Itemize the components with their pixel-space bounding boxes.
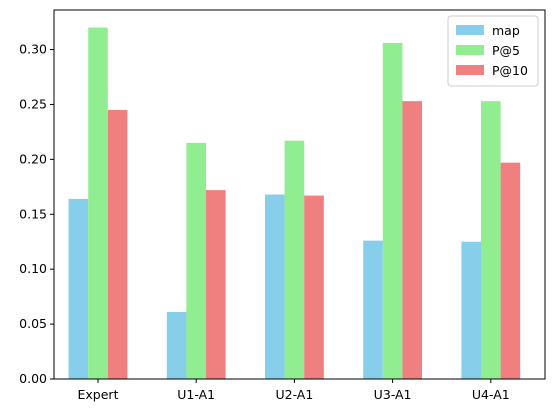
bar-p10-u3-a1 <box>402 101 422 379</box>
y-tick-label: 0.00 <box>19 371 47 386</box>
y-tick-label: 0.15 <box>19 206 47 221</box>
axes-group: 0.00 0.05 0.10 0.15 0.20 0.25 0.30 Expert U1-A1 U… <box>19 9 546 402</box>
bar-p10-expert <box>107 109 128 379</box>
x-tick-label: Expert <box>78 387 119 402</box>
bar-p10-u2-a1 <box>304 195 324 379</box>
bar-map-u2-a1 <box>265 194 285 379</box>
plot-frame <box>53 9 546 380</box>
legend-swatch-p5 <box>456 45 484 55</box>
bar-p10-u4-a1 <box>500 162 521 379</box>
bar-p5-u1-a1 <box>186 142 206 379</box>
legend: map P@5 P@10 <box>447 15 539 87</box>
y-tick-label: 0.25 <box>19 96 47 111</box>
bar-p5-expert <box>88 27 108 379</box>
x-tick-label: U4-A1 <box>472 387 510 402</box>
y-tick-label: 0.10 <box>19 261 47 276</box>
legend-label: map <box>492 23 520 38</box>
bar-p5-u4-a1 <box>481 101 501 379</box>
bar-map-u3-a1 <box>363 240 383 379</box>
bar-map-expert <box>68 198 89 379</box>
x-tick-label: U1-A1 <box>177 387 215 402</box>
legend-swatch-map <box>456 25 484 35</box>
legend-swatch-p10 <box>456 65 484 75</box>
legend-label: P@10 <box>492 63 528 78</box>
bar-p5-u3-a1 <box>382 42 403 379</box>
y-tick-label: 0.05 <box>19 316 47 331</box>
y-tick-label: 0.20 <box>19 151 47 166</box>
x-tick-label: U2-A1 <box>275 387 313 402</box>
bar-map-u1-a1 <box>166 312 187 379</box>
legend-label: P@5 <box>492 43 520 58</box>
bar-p10-u1-a1 <box>206 190 226 379</box>
x-tick-label: U3-A1 <box>374 387 412 402</box>
bar-p5-u2-a1 <box>284 140 305 379</box>
bar-map-u4-a1 <box>461 241 481 379</box>
bars-group <box>68 27 521 379</box>
y-tick-label: 0.30 <box>19 42 47 57</box>
